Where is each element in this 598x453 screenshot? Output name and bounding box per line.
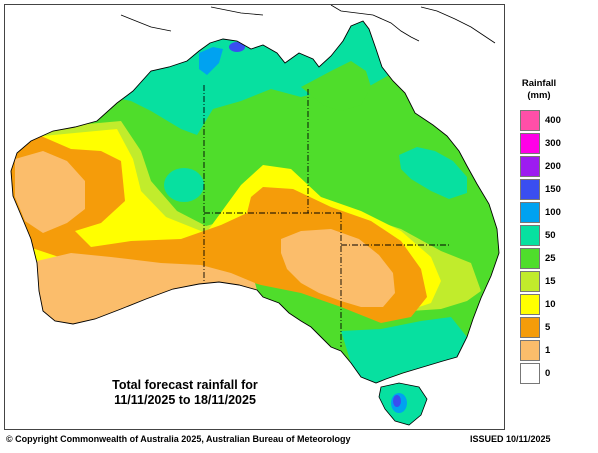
zone-1mm-wa-coast <box>15 151 85 233</box>
legend-label-1: 1 <box>545 345 551 356</box>
zone-50mm-se <box>341 317 467 383</box>
zone-50mm-qld <box>399 147 467 199</box>
zone-50mm-inland <box>164 168 204 202</box>
caption-line-1: Total forecast rainfall for <box>112 378 258 392</box>
legend-label-25: 25 <box>545 253 556 264</box>
copyright-notice: © Copyright Commonwealth of Australia 20… <box>6 434 351 444</box>
legend-label-5: 5 <box>545 322 551 333</box>
legend-title-line-1: Rainfall <box>521 78 557 89</box>
indonesia-coastline <box>210 6 264 16</box>
zone-100mm-nt <box>199 47 223 75</box>
caption-line-2: 11/11/2025 to 18/11/2025 <box>114 393 256 407</box>
legend-label-100: 100 <box>545 207 561 218</box>
png-coastline-east <box>420 6 496 44</box>
legend-swatch-25 <box>520 248 540 269</box>
legend-swatch-150 <box>520 179 540 200</box>
issued-date: ISSUED 10/11/2025 <box>470 434 551 444</box>
legend-swatch-5 <box>520 317 540 338</box>
legend-swatch-0 <box>520 363 540 384</box>
legend-label-400: 400 <box>545 115 561 126</box>
legend-label-150: 150 <box>545 184 561 195</box>
legend-swatch-15 <box>520 271 540 292</box>
legend-label-50: 50 <box>545 230 556 241</box>
zone-150mm-nt <box>229 42 245 52</box>
legend-swatch-400 <box>520 110 540 131</box>
legend-swatch-200 <box>520 156 540 177</box>
png-coastline <box>330 5 420 42</box>
legend-label-15: 15 <box>545 276 556 287</box>
tasmania <box>378 382 428 426</box>
state-borders <box>203 85 451 347</box>
rainfall-map: Total forecast rainfall for 11/11/2025 t… <box>4 4 505 430</box>
map-canvas <box>10 5 500 426</box>
legend-swatch-100 <box>520 202 540 223</box>
legend-title: Rainfall (mm) <box>519 78 559 102</box>
map-caption: Total forecast rainfall for 11/11/2025 t… <box>105 378 265 408</box>
legend-swatch-10 <box>520 294 540 315</box>
zone-25mm-gulf <box>301 61 371 111</box>
legend-label-0: 0 <box>545 368 551 379</box>
zone-1mm-lake-eyre <box>281 229 395 307</box>
legend-swatch-300 <box>520 133 540 154</box>
legend-label-10: 10 <box>545 299 556 310</box>
legend-swatch-50 <box>520 225 540 246</box>
legend-label-300: 300 <box>545 138 561 149</box>
zone-150mm-tas <box>393 395 401 407</box>
coastline <box>10 20 500 384</box>
legend-title-line-2: (mm) <box>527 90 551 101</box>
timor-coastline <box>120 14 172 32</box>
legend-swatch-1 <box>520 340 540 361</box>
zone-1mm-south-wa <box>37 253 257 324</box>
legend-label-200: 200 <box>545 161 561 172</box>
